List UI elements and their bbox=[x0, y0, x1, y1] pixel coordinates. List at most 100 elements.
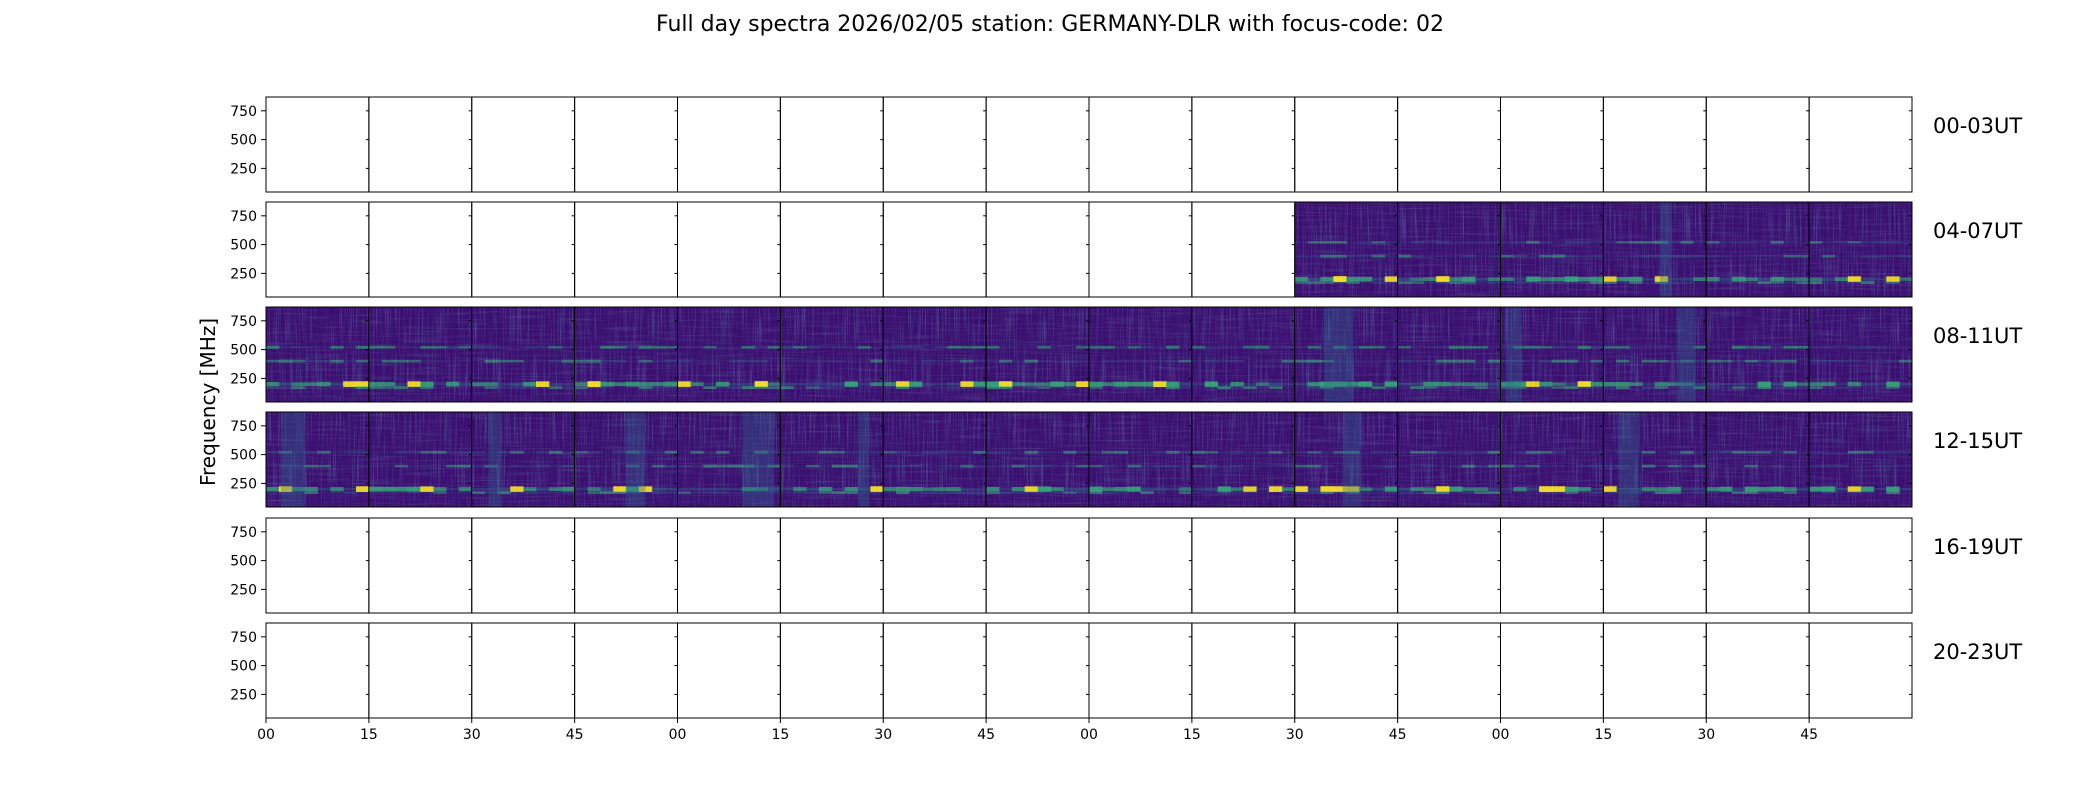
spectral-band bbox=[690, 487, 704, 491]
spectral-band bbox=[587, 465, 601, 467]
spectral-band bbox=[304, 487, 318, 492]
spectral-band bbox=[1153, 387, 1167, 389]
spectrogram-panel bbox=[1191, 411, 1296, 508]
spectral-band bbox=[1397, 487, 1411, 491]
spectral-band bbox=[896, 491, 910, 495]
spectral-band bbox=[883, 464, 897, 468]
spectral-band bbox=[1269, 491, 1283, 494]
spectral-band bbox=[1590, 451, 1604, 454]
spectral-band bbox=[304, 382, 318, 387]
spectral-band bbox=[1140, 491, 1154, 495]
spectral-band bbox=[587, 451, 601, 454]
spectral-band bbox=[1371, 346, 1386, 349]
spectral-band bbox=[1230, 492, 1244, 494]
spectrogram-panel bbox=[265, 411, 370, 508]
spectral-band bbox=[844, 381, 859, 387]
spectrogram-panel bbox=[1191, 517, 1296, 614]
spectral-band bbox=[934, 451, 949, 454]
spectral-band bbox=[330, 451, 344, 453]
spectral-band bbox=[767, 382, 781, 386]
spectral-band bbox=[1037, 491, 1051, 494]
spectral-band bbox=[896, 346, 910, 349]
spectral-band bbox=[1256, 386, 1270, 389]
panel-frame bbox=[1500, 96, 1604, 193]
spectral-band bbox=[793, 345, 807, 349]
spectral-band bbox=[1281, 491, 1296, 494]
panel-frame bbox=[1191, 96, 1296, 193]
spectral-band bbox=[1809, 382, 1823, 387]
spectral-band bbox=[1204, 386, 1219, 389]
spectral-band bbox=[343, 381, 357, 388]
spectral-band bbox=[754, 450, 769, 454]
spectral-band bbox=[1230, 465, 1244, 468]
spectral-band bbox=[587, 487, 601, 492]
spectral-band bbox=[1101, 360, 1116, 362]
spectral-band bbox=[317, 381, 331, 387]
spectrogram-panel bbox=[1602, 622, 1707, 719]
spectral-band bbox=[780, 360, 794, 362]
spectral-band bbox=[1654, 451, 1669, 453]
spectral-band bbox=[741, 382, 756, 386]
spectral-band bbox=[1821, 277, 1836, 281]
x-tick-label: 45 bbox=[566, 727, 584, 743]
spectral-band bbox=[1346, 281, 1360, 284]
spectral-band bbox=[638, 386, 653, 389]
spectral-band bbox=[1320, 465, 1334, 468]
spectral-band bbox=[1153, 487, 1167, 491]
spectral-band bbox=[908, 464, 923, 468]
spectral-band bbox=[1513, 360, 1527, 363]
spectral-band bbox=[1680, 382, 1694, 386]
spectral-band bbox=[381, 451, 396, 453]
spectral-band bbox=[1166, 381, 1180, 387]
spectrogram-panel bbox=[574, 96, 678, 193]
spectral-band bbox=[1564, 486, 1579, 492]
spectral-band bbox=[1526, 360, 1540, 362]
spectral-band bbox=[291, 382, 306, 387]
spectral-band bbox=[600, 345, 614, 349]
spectral-band bbox=[1616, 491, 1630, 494]
y-tick-label: 500 bbox=[230, 554, 257, 570]
spectral-band bbox=[1474, 487, 1489, 492]
spectral-band bbox=[986, 381, 1000, 387]
spectral-band bbox=[998, 451, 1013, 454]
spectral-band bbox=[1410, 386, 1424, 390]
spectral-band bbox=[1346, 450, 1360, 454]
spectral-band bbox=[741, 451, 756, 453]
spectra-row-20-23UT: 750 500 250 20-23UT bbox=[230, 622, 2022, 719]
panel-frame bbox=[1808, 622, 1913, 719]
spectral-band bbox=[1089, 491, 1103, 495]
spectrogram-panel bbox=[1088, 306, 1193, 403]
spectral-band bbox=[1449, 241, 1463, 244]
spectral-band bbox=[1461, 491, 1476, 494]
spectral-band bbox=[356, 465, 370, 467]
spectrogram-panel bbox=[1705, 411, 1810, 508]
x-tick-label: 00 bbox=[257, 727, 275, 743]
spectrogram-panel bbox=[368, 96, 473, 193]
spectral-band bbox=[908, 486, 923, 492]
spectrogram-panel bbox=[1705, 201, 1810, 298]
spectral-band bbox=[1089, 451, 1103, 454]
spectral-band bbox=[973, 488, 987, 491]
spectral-band bbox=[960, 487, 974, 491]
spectral-band bbox=[728, 487, 743, 491]
spectral-band bbox=[613, 491, 627, 494]
spectral-band bbox=[613, 451, 627, 454]
spectrogram-panel bbox=[1808, 96, 1913, 193]
spectral-band bbox=[1140, 386, 1154, 389]
spectral-band bbox=[1539, 359, 1553, 363]
spectral-band bbox=[548, 487, 563, 491]
spectral-band bbox=[1294, 491, 1309, 494]
spectral-band bbox=[1654, 240, 1669, 244]
spectral-band bbox=[793, 387, 807, 389]
spectral-band bbox=[1474, 451, 1489, 454]
spectral-band bbox=[1487, 382, 1501, 386]
spectral-band bbox=[638, 382, 653, 387]
spectral-band bbox=[651, 451, 666, 454]
spectral-band bbox=[613, 382, 627, 387]
spectral-band bbox=[1410, 346, 1424, 348]
spectrogram-panel bbox=[574, 622, 678, 719]
spectral-band bbox=[1719, 382, 1733, 386]
spectrogram-panel bbox=[985, 96, 1090, 193]
spectral-band bbox=[1783, 381, 1797, 387]
spectral-band bbox=[1719, 386, 1733, 389]
